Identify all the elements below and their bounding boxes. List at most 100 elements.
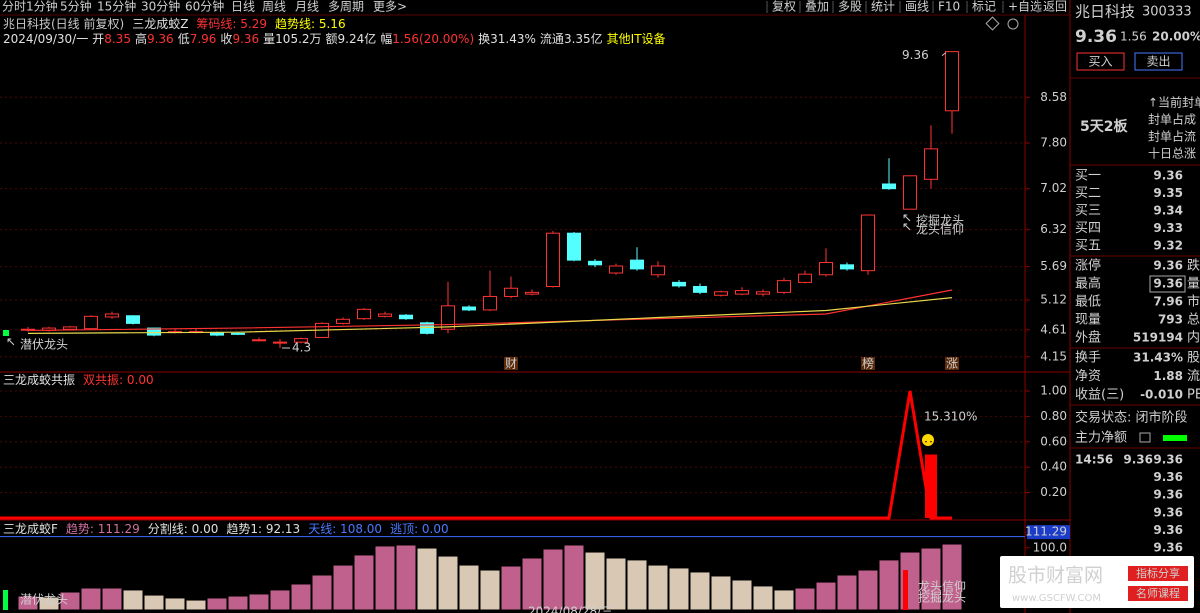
bar	[815, 581, 837, 611]
arrow: ↖	[6, 335, 16, 349]
bar	[941, 543, 963, 611]
candle-body	[630, 259, 644, 270]
stat-label: 最低	[1075, 295, 1101, 310]
period-tab[interactable]: 月线	[295, 0, 319, 14]
candle-body	[945, 51, 959, 112]
arrow: ↖	[902, 220, 912, 234]
trade-button[interactable]: 卖出	[1146, 55, 1170, 69]
candle-body	[609, 265, 623, 274]
toolbar-button[interactable]: 统计	[871, 0, 895, 14]
period-tab[interactable]: 15分钟	[97, 0, 136, 14]
toolbar-button[interactable]: 叠加	[805, 0, 829, 14]
candle-body	[483, 295, 497, 311]
note: 封单占成	[1148, 112, 1196, 127]
watermark-tag	[1128, 586, 1188, 601]
bar	[332, 564, 354, 611]
trade-button[interactable]: 买入	[1088, 55, 1112, 69]
period-tab[interactable]: 日线	[231, 0, 255, 14]
candle-body	[588, 260, 602, 266]
bar	[920, 547, 942, 611]
period-tab[interactable]: 多周期	[328, 0, 364, 14]
bar	[605, 557, 627, 611]
field-value: 7.96	[190, 32, 217, 46]
high-label: 9.36	[902, 48, 929, 62]
y-tick-label: 0.20	[1040, 485, 1067, 499]
bar	[290, 583, 312, 611]
bar	[521, 557, 543, 611]
tick-price: 9.36	[1153, 541, 1183, 555]
candle-body	[105, 313, 119, 318]
legend-item: 双共振: 0.00	[83, 373, 154, 387]
field-label: 换	[478, 32, 490, 46]
bar	[668, 567, 690, 611]
bar	[925, 454, 937, 518]
y-tick-label: 5.12	[1040, 292, 1067, 306]
signal-label: 潜伏龙头	[20, 338, 68, 352]
sector: 其他IT设备	[607, 32, 666, 46]
candle-body	[777, 280, 791, 293]
period-tab[interactable]: 1分钟	[26, 0, 58, 14]
panel3-header: 三龙成蛟F 趋势: 111.29 分割线: 0.00 趋势1: 92.13 天线: 10…	[3, 521, 449, 536]
stat-value: 9.36	[1153, 277, 1183, 291]
signal-label: 潜伏龙头	[20, 593, 68, 607]
toolbar-button[interactable]: 返回	[1043, 0, 1067, 14]
toolbar-button[interactable]: F10	[938, 0, 960, 14]
candle-body	[903, 175, 917, 210]
stat-next: 市	[1187, 294, 1200, 310]
bar	[752, 585, 774, 611]
period-tab[interactable]: 更多>	[373, 0, 407, 14]
trade-button-frame[interactable]	[1134, 52, 1183, 71]
low-label: 4.3	[292, 340, 311, 354]
bar	[80, 587, 102, 611]
period-tab[interactable]: 30分钟	[141, 0, 180, 14]
candle-body	[336, 318, 350, 324]
legend-item: 筹码线: 5.29	[196, 17, 267, 31]
flow-bar	[1163, 435, 1187, 441]
stat-value: 7.96	[1153, 295, 1183, 309]
icon[interactable]	[1007, 18, 1019, 30]
change: 1.56	[1120, 30, 1147, 44]
period-tab[interactable]: 周线	[262, 0, 286, 14]
legend-item: 趋势: 111.29	[66, 522, 140, 536]
field-value: 9.36	[147, 32, 174, 46]
y-tick-label: 1.00	[1040, 384, 1067, 398]
stat-next: 总	[1187, 313, 1200, 328]
icon[interactable]	[1139, 432, 1151, 443]
field-label: 幅	[380, 31, 392, 46]
y-tick-label: 7.80	[1040, 135, 1067, 149]
icon[interactable]	[985, 16, 1000, 31]
candle-body	[567, 232, 581, 261]
indicator-name: 三龙成蛟F	[3, 521, 58, 536]
candle-body	[378, 313, 392, 317]
bar	[185, 599, 207, 611]
bar	[626, 559, 648, 611]
toolbar-button[interactable]: 画线	[905, 0, 929, 14]
toolbar-button[interactable]: 标记	[972, 0, 996, 14]
toolbar-button[interactable]: +自选	[1008, 0, 1042, 14]
bar	[584, 551, 606, 611]
stat-label: 涨停	[1075, 258, 1101, 274]
book-label: 买二	[1075, 186, 1101, 201]
signal-label: 挖掘龙头	[916, 213, 964, 228]
period-tab[interactable]: 60分钟	[185, 0, 224, 14]
status: 交易状态: 闭市阶段	[1075, 410, 1188, 426]
tick-time: 14:56	[1075, 453, 1113, 467]
bar	[500, 565, 522, 611]
toolbar-button[interactable]: 复权	[772, 0, 796, 14]
toolbar-button[interactable]: 多股	[838, 0, 862, 14]
candle-body	[399, 314, 413, 320]
period-tab[interactable]: 分时	[2, 0, 26, 14]
stat-next: 量	[1187, 277, 1200, 292]
y-tick-label: 0.40	[1040, 460, 1067, 474]
period-tab[interactable]: 5分钟	[60, 0, 92, 14]
field-label: 开	[92, 32, 104, 46]
field-label: 量	[263, 32, 275, 46]
field-label: 高	[135, 31, 147, 46]
book-label: 买三	[1075, 204, 1101, 219]
stat-value: 9.36	[1153, 259, 1183, 273]
candle-body	[63, 326, 77, 330]
bar	[164, 597, 186, 611]
bar	[773, 589, 795, 611]
trade-button-frame[interactable]	[1076, 52, 1125, 71]
